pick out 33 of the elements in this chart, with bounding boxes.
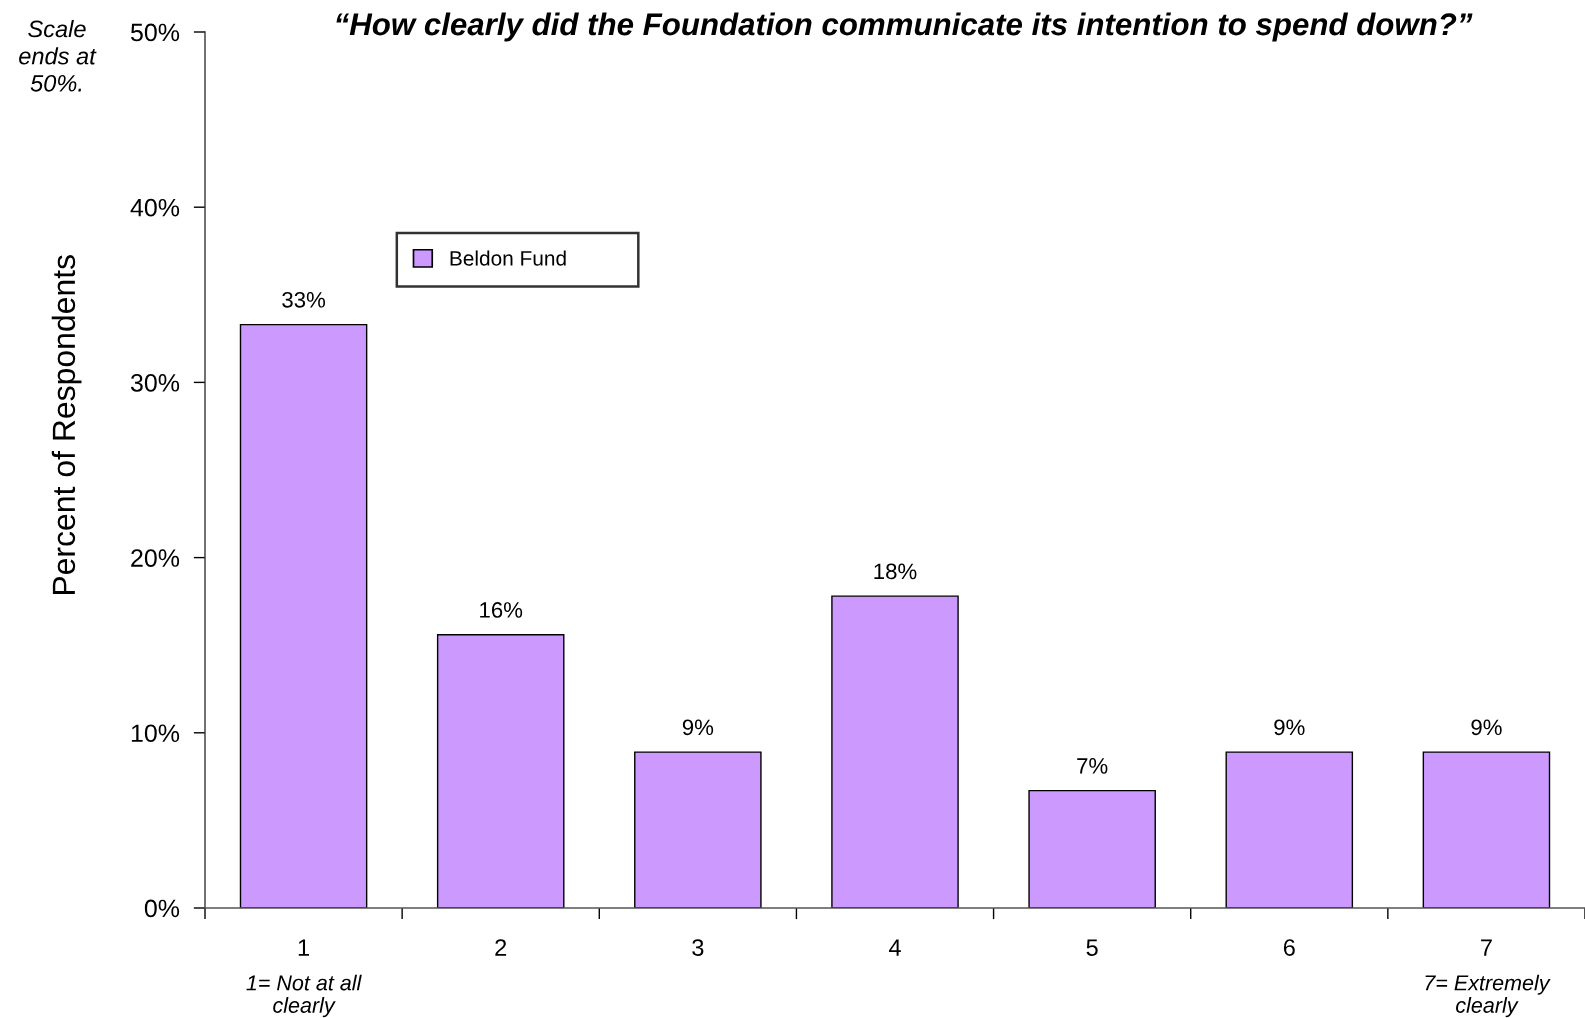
bar (1225, 751, 1354, 908)
y-tick-label: 50% (130, 23, 180, 42)
y-tick-label: 10% (131, 724, 180, 743)
legend-label: Beldon Fund (450, 250, 566, 266)
bar (1422, 751, 1551, 908)
x-tick-label: 2 (495, 939, 507, 956)
text: 7= Extremely clearly (1425, 974, 1551, 1018)
bar (634, 751, 762, 908)
data-label: 18% (874, 563, 917, 580)
data-label: 9% (1471, 719, 1502, 736)
x-tick-label: 4 (888, 939, 901, 956)
x-tick-label: 7 (1481, 939, 1492, 956)
y-tick-label: 20% (131, 549, 180, 567)
data-label: 9% (1274, 719, 1305, 736)
x-tick-label: 6 (1283, 939, 1295, 956)
bar (1028, 789, 1156, 908)
y-tick-label: 40% (130, 198, 180, 217)
chart-title: “How clearly did the Foundation communicate its intention to spend down?” (336, 12, 1473, 42)
data-label: 7% (1077, 758, 1108, 774)
x-tick-label: 1 (298, 939, 309, 956)
y-tick-label: 30% (130, 374, 180, 392)
text: 1= Not at all clearly (246, 974, 362, 1018)
x-tick-label: 3 (692, 939, 704, 956)
y-tick-label: 0% (144, 899, 180, 918)
data-label: 9% (682, 719, 714, 736)
bar (831, 595, 959, 908)
data-label: 16% (480, 602, 523, 618)
x-tick-label: 5 (1086, 939, 1098, 956)
bar (436, 633, 565, 908)
data-label: 33% (282, 291, 326, 308)
bar (239, 323, 368, 908)
y-axis-title: Percent of Respondents (51, 255, 82, 595)
text: Scale ends at 50%. (19, 20, 97, 92)
